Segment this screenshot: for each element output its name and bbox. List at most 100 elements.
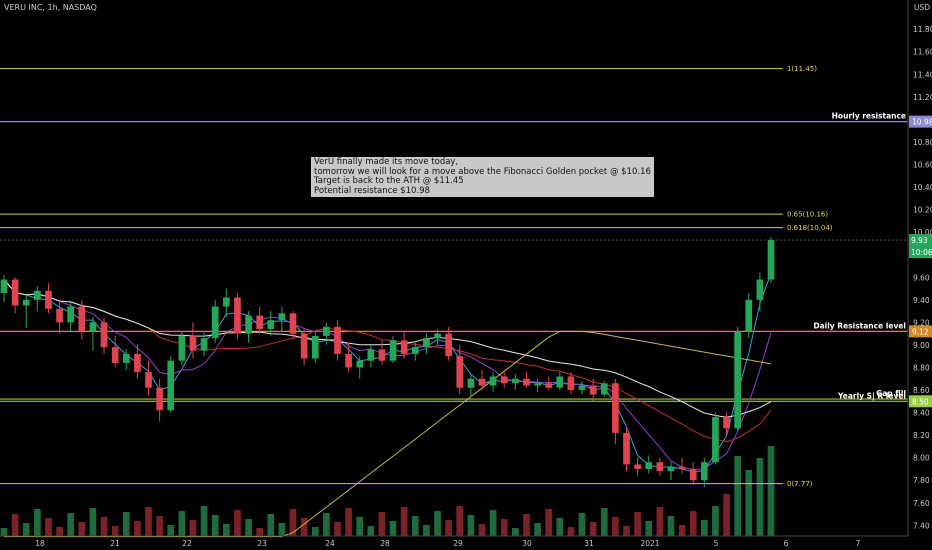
candle-body	[0, 279, 8, 294]
volume-bar	[556, 518, 564, 536]
volume-bar	[423, 525, 430, 536]
volume-bar	[189, 520, 197, 536]
fib-label: 0.618(10.04)	[787, 224, 833, 232]
candle-body	[545, 383, 553, 388]
volume-bar	[656, 507, 664, 536]
volume-bar	[478, 524, 486, 536]
candle-body	[756, 279, 764, 300]
candle-body	[34, 290, 41, 300]
volume-bar	[356, 517, 364, 536]
x-tick-label: 7	[856, 539, 861, 548]
candle-body	[200, 338, 208, 351]
candle-body	[89, 322, 97, 332]
y-tick-label: 11.40	[913, 70, 932, 79]
volume-bar	[534, 523, 541, 536]
candle-body	[345, 353, 352, 368]
volume-bar	[489, 510, 497, 536]
ma-trend	[4, 330, 772, 538]
candle-body	[334, 326, 341, 354]
volume-bar	[89, 508, 97, 536]
volume-bar	[178, 511, 186, 536]
y-tick-label: 8.40	[913, 409, 930, 418]
volume-bar	[145, 507, 152, 536]
volume-bar	[45, 518, 52, 536]
volume-bar	[367, 526, 375, 536]
x-tick-label: 5	[714, 539, 719, 548]
volume-bar	[545, 509, 553, 536]
candle-body	[256, 315, 264, 330]
candle-body	[578, 385, 586, 391]
candle-body	[600, 383, 608, 395]
candle-body	[612, 383, 619, 433]
y-tick-label: 11.20	[913, 93, 932, 102]
volume-bar	[100, 517, 108, 536]
candle-body	[511, 378, 519, 384]
candle-body	[22, 299, 30, 306]
ma-long	[3, 279, 772, 418]
level-price-tag	[909, 325, 932, 338]
candle-body	[145, 371, 152, 388]
candle-body	[111, 347, 119, 363]
volume-bar	[300, 518, 308, 536]
volume-bar	[734, 456, 741, 536]
candle-body	[689, 468, 697, 481]
candle-body	[400, 340, 408, 354]
candle-body	[211, 306, 219, 339]
volume-bar	[289, 509, 297, 536]
y-tick-label: 8.00	[913, 454, 930, 463]
volume-bar	[434, 511, 441, 536]
volume-bar	[211, 515, 219, 536]
volume-bar	[667, 516, 675, 536]
x-tick-label: 22	[182, 539, 192, 548]
candle-body	[700, 462, 708, 481]
volume-bar	[511, 528, 519, 536]
candle-body	[523, 378, 530, 386]
y-tick-label: 10.60	[913, 160, 932, 169]
volume-bar	[323, 513, 330, 536]
price-axis: USD11.8011.6011.4011.2011.0010.8010.6010…	[907, 0, 932, 536]
candle-body	[278, 313, 286, 321]
level-price-text: 10.98	[912, 118, 932, 127]
note-line: tomorrow we will look for a move above t…	[314, 166, 651, 177]
currency-label: USD	[914, 3, 930, 12]
moving-averages	[3, 272, 772, 538]
volume-bar	[467, 515, 475, 536]
y-tick-label: 7.40	[913, 521, 930, 530]
volume-bar	[723, 494, 730, 536]
volume-bar	[500, 519, 508, 536]
volume-bar	[634, 512, 641, 536]
candle-body	[556, 376, 564, 388]
y-tick-label: 9.20	[913, 318, 930, 327]
y-tick-label: 9.40	[913, 296, 930, 305]
level-label: Yearly S| R level	[837, 391, 906, 401]
candle-body	[645, 462, 653, 469]
volume-bar	[612, 517, 619, 536]
x-tick-label: 18	[35, 539, 45, 548]
candle-body	[311, 335, 319, 359]
y-tick-label: 10.20	[913, 206, 932, 215]
candle-body	[467, 378, 475, 388]
volume-bar	[645, 521, 653, 536]
volume-bar	[712, 506, 719, 536]
candle-body	[589, 385, 597, 395]
volume-bar	[0, 528, 8, 536]
level-price-tag	[909, 115, 932, 128]
volume-bar	[345, 508, 352, 536]
y-tick-label: 8.20	[913, 431, 930, 440]
candle-body	[189, 335, 197, 351]
level-price-text: 8.50	[912, 397, 929, 406]
x-tick-label: 23	[257, 539, 267, 548]
candle-body	[656, 462, 664, 472]
candle-body	[634, 464, 641, 469]
volume-bar	[78, 522, 86, 536]
fib-label: 0(7.77)	[787, 480, 813, 488]
candle-body	[134, 353, 141, 372]
volume-bar	[389, 521, 397, 536]
volume-bar	[11, 514, 19, 536]
candle-body	[67, 306, 75, 323]
x-tick-label: 2021	[640, 539, 659, 548]
y-tick-label: 7.80	[913, 476, 930, 485]
candle-body	[156, 387, 163, 411]
candle-body	[567, 376, 575, 391]
